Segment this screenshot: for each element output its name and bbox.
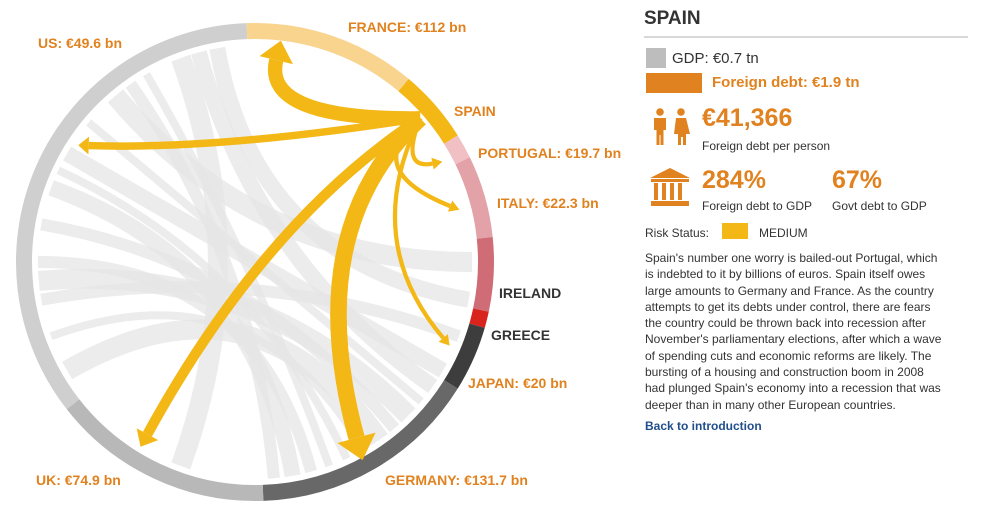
arc-portugal <box>444 135 470 165</box>
govt-debt-caption: Govt debt to GDP <box>832 199 927 213</box>
background-chord <box>40 280 461 342</box>
debt-to-gdp-value: 284% <box>702 166 766 194</box>
country-description: Spain's number one worry is bailed-out P… <box>645 251 942 412</box>
flow-spain-to-us <box>88 114 421 150</box>
label-portugal: PORTUGAL: €19.7 bn <box>478 145 621 161</box>
arc-japan <box>444 323 485 389</box>
flow-spain-to-portugal <box>410 117 433 167</box>
arc-spain <box>398 78 458 144</box>
risk-status-label: Risk Status: <box>645 226 710 240</box>
foreign-debt-swatch <box>646 73 702 93</box>
background-chords <box>37 46 473 479</box>
people-icon <box>654 108 690 145</box>
arc-greece <box>469 308 489 328</box>
country-arcs <box>16 23 494 501</box>
label-spain: SPAIN <box>454 103 496 119</box>
foreign-debt-label: Foreign debt: €1.9 tn <box>712 74 860 91</box>
label-ireland: IRELAND <box>499 285 561 301</box>
title-divider <box>644 36 968 38</box>
arc-germany <box>262 380 458 501</box>
background-chord <box>125 80 280 479</box>
chord-diagram: SPAIN PORTUGAL: €19.7 bn ITALY: €22.3 bn IR… <box>16 19 621 501</box>
arc-france <box>246 23 409 92</box>
country-labels: SPAIN PORTUGAL: €19.7 bn ITALY: €22.3 bn IR… <box>36 19 621 488</box>
label-france: FRANCE: €112 bn <box>348 19 466 35</box>
arc-uk <box>66 399 264 501</box>
gdp-swatch <box>646 48 666 68</box>
debt-to-gdp-caption: Foreign debt to GDP <box>702 199 813 213</box>
label-germany: GERMANY: €131.7 bn <box>385 472 528 488</box>
background-chord <box>143 72 333 468</box>
per-person-value: €41,366 <box>702 104 793 132</box>
label-japan: JAPAN: €20 bn <box>468 375 567 391</box>
arc-us <box>16 23 248 410</box>
label-italy: ITALY: €22.3 bn <box>497 195 599 211</box>
background-chord <box>37 268 416 423</box>
flow-spain-to-germany-arrowhead <box>337 432 376 461</box>
arc-italy <box>455 157 493 239</box>
flow-spain-to-germany <box>330 112 426 440</box>
arc-ireland <box>473 237 494 312</box>
risk-status-value: MEDIUM <box>759 226 808 240</box>
govt-debt-value: 67% <box>832 166 883 194</box>
risk-status-swatch <box>722 223 748 239</box>
flow-spain-to-portugal-arrowhead <box>431 157 443 170</box>
label-greece: GREECE <box>491 327 550 343</box>
background-chord <box>37 256 317 474</box>
gdp-label: GDP: €0.7 tn <box>672 50 759 67</box>
flow-spain-to-france-arrowhead <box>259 40 293 65</box>
background-chord <box>171 54 228 470</box>
flow-spain-to-uk <box>142 114 424 437</box>
spain-flows <box>78 40 460 461</box>
per-person-caption: Foreign debt per person <box>702 139 831 153</box>
flow-spain-to-japan-arrowhead <box>438 334 450 346</box>
flow-spain-to-italy <box>393 116 451 209</box>
label-us: US: €49.6 bn <box>38 35 122 51</box>
detail-panel: SPAIN GDP: €0.7 tn Foreign debt: €1.9 tn… <box>644 0 984 506</box>
panel-title: SPAIN <box>644 8 701 29</box>
back-to-introduction-link[interactable]: Back to introduction <box>645 419 762 433</box>
bank-icon <box>650 168 690 206</box>
flow-spain-to-italy-arrowhead <box>447 200 460 212</box>
flow-spain-to-us-arrowhead <box>78 136 90 155</box>
label-uk: UK: €74.9 bn <box>36 472 121 488</box>
flow-spain-to-france <box>267 58 421 126</box>
flow-spain-to-japan <box>392 117 445 340</box>
flow-spain-to-uk-arrowhead <box>136 428 159 447</box>
background-chord <box>86 119 424 405</box>
